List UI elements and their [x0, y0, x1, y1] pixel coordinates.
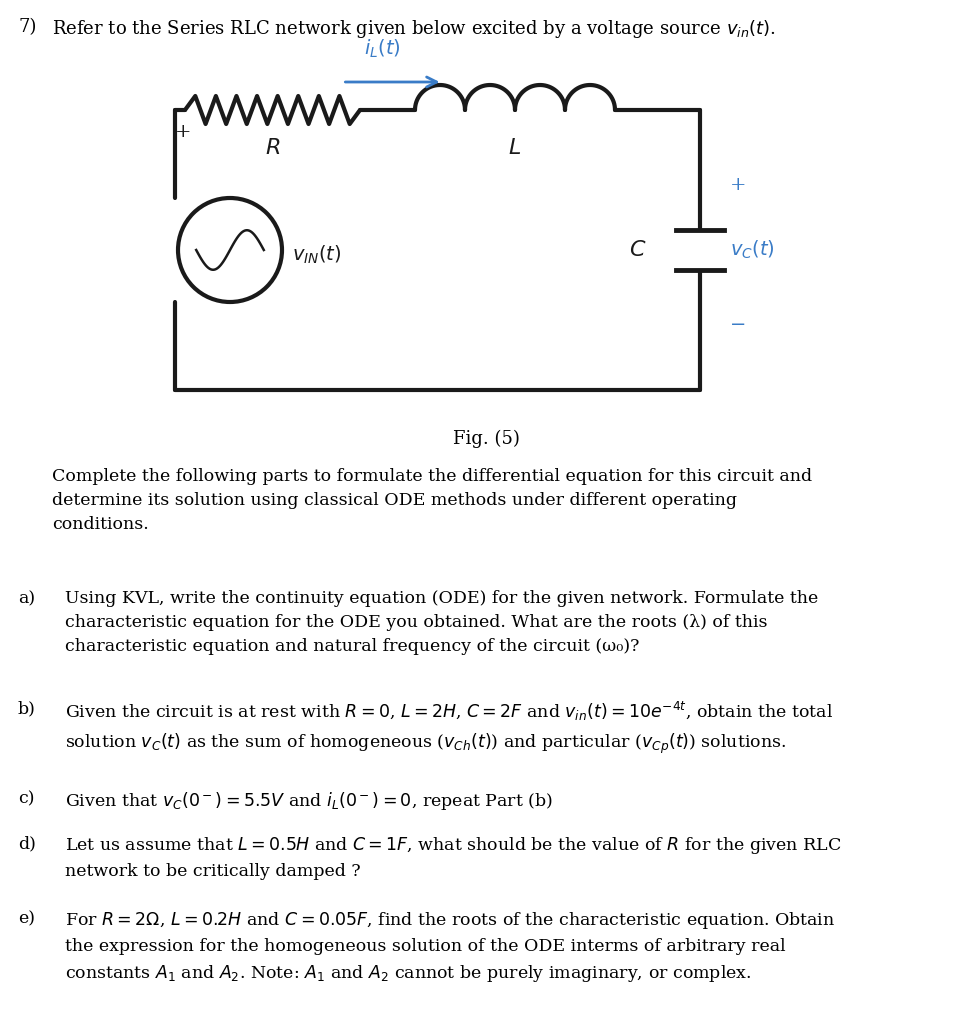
Text: −: −: [730, 316, 746, 334]
Text: Refer to the Series RLC network given below excited by a voltage source $v_{in}(: Refer to the Series RLC network given be…: [52, 18, 775, 40]
Text: $v_{IN}(t)$: $v_{IN}(t)$: [292, 244, 342, 266]
Text: $R$: $R$: [265, 137, 280, 159]
Text: Given that $v_C(0^-) = 5.5V$ and $i_L(0^-) = 0$, repeat Part (b): Given that $v_C(0^-) = 5.5V$ and $i_L(0^…: [65, 790, 553, 812]
Text: Using KVL, write the continuity equation (ODE) for the given network. Formulate : Using KVL, write the continuity equation…: [65, 590, 818, 655]
Text: For $R = 2Ω$, $L = 0.2H$ and $C = 0.05F$, find the roots of the characteristic e: For $R = 2Ω$, $L = 0.2H$ and $C = 0.05F$…: [65, 910, 835, 984]
Text: Complete the following parts to formulate the differential equation for this cir: Complete the following parts to formulat…: [52, 468, 812, 534]
Text: Fig. (5): Fig. (5): [452, 430, 520, 449]
Text: $i_L(t)$: $i_L(t)$: [364, 38, 401, 60]
Text: 7): 7): [18, 18, 36, 36]
Text: a): a): [18, 590, 35, 607]
Text: b): b): [18, 700, 36, 717]
Text: +: +: [175, 123, 192, 141]
Text: Let us assume that $L = 0.5H$ and $C = 1F$, what should be the value of $R$ for : Let us assume that $L = 0.5H$ and $C = 1…: [65, 835, 842, 881]
Text: +: +: [730, 176, 746, 194]
Text: Given the circuit is at rest with $R = 0$, $L = 2H$, $C = 2F$ and $v_{in}(t) = 1: Given the circuit is at rest with $R = 0…: [65, 700, 833, 756]
Text: c): c): [18, 790, 34, 807]
Text: $C$: $C$: [630, 239, 647, 261]
Text: $L$: $L$: [509, 137, 522, 159]
Text: $v_C(t)$: $v_C(t)$: [730, 239, 775, 261]
Text: d): d): [18, 835, 36, 852]
Text: e): e): [18, 910, 35, 927]
